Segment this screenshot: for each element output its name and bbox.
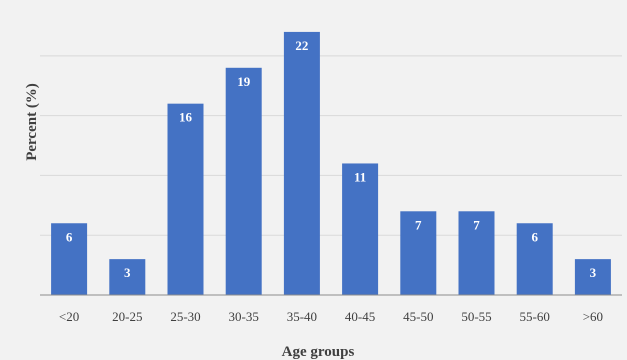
x-tick-label-4: 35-40: [287, 309, 317, 324]
bar-7: [458, 211, 495, 295]
bar-1: [109, 259, 146, 295]
bar-5: [342, 163, 379, 295]
x-tick-labels: <20 20-25 25-30 30-35 35-40 40-45 45-50 50-55 55…: [59, 309, 603, 324]
data-label-0: 6: [66, 229, 73, 244]
x-tick-label-7: 50-55: [461, 309, 491, 324]
bar-2: [167, 103, 204, 296]
data-label-8: 6: [531, 229, 538, 244]
x-tick-label-3: 30-35: [229, 309, 259, 324]
x-tick-label-5: 40-45: [345, 309, 375, 324]
bar-3: [225, 67, 262, 296]
data-labels: 6 3 16 19 22 11 7 7 6 3: [66, 38, 597, 280]
bar-0: [51, 223, 88, 295]
data-label-5: 11: [354, 169, 366, 184]
data-label-9: 3: [590, 265, 597, 280]
bar-4: [283, 31, 320, 296]
bar-9: [574, 259, 611, 295]
x-axis-title: Age groups: [282, 344, 355, 360]
x-tick-label-9: >60: [583, 309, 603, 324]
bar-6: [400, 211, 437, 295]
data-label-1: 3: [124, 265, 131, 280]
data-label-2: 16: [179, 110, 193, 125]
x-tick-label-0: <20: [59, 309, 79, 324]
x-tick-label-1: 20-25: [112, 309, 142, 324]
data-label-6: 7: [415, 217, 422, 232]
data-label-7: 7: [473, 217, 480, 232]
x-tick-label-8: 55-60: [520, 309, 550, 324]
y-axis-title: Percent (%): [24, 83, 40, 161]
bar-8: [516, 223, 553, 295]
x-tick-label-6: 45-50: [403, 309, 433, 324]
data-label-4: 22: [295, 38, 308, 53]
x-tick-label-2: 25-30: [170, 309, 200, 324]
data-label-3: 19: [237, 74, 251, 89]
bars: [51, 31, 611, 296]
